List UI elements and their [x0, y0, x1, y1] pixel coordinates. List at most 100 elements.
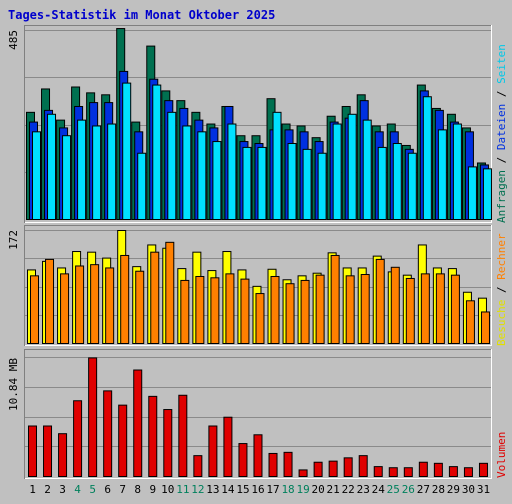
- day-label-15: 15: [236, 483, 249, 496]
- bar-seiten-day-16: [257, 146, 267, 220]
- day-label-19: 19: [296, 483, 309, 496]
- bar-volumen-day-12: [193, 455, 203, 477]
- legend-separator: /: [495, 84, 508, 104]
- bar-volumen-day-10: [163, 409, 173, 478]
- bar-seiten-day-7: [122, 82, 132, 220]
- bar-seiten-day-26: [407, 152, 417, 220]
- bar-seiten-day-2: [47, 113, 57, 220]
- legend-separator: /: [495, 150, 508, 170]
- bar-rechner-day-7: [120, 254, 130, 344]
- bar-rechner-day-26: [405, 277, 415, 344]
- bar-volumen-day-7: [118, 404, 128, 478]
- y-max-label: 172: [7, 230, 20, 250]
- bar-rechner-day-24: [375, 258, 385, 345]
- y-max-label: 10.84 MB: [7, 358, 20, 411]
- bar-volumen-day-22: [343, 457, 353, 478]
- bar-rechner-day-1: [30, 275, 39, 344]
- bar-seiten-day-30: [467, 166, 477, 220]
- day-label-16: 16: [251, 483, 264, 496]
- bar-volumen-day-16: [253, 434, 263, 477]
- bar-rechner-day-14: [225, 273, 235, 345]
- chart-title: Tages-Statistik im Monat Oktober 2025: [8, 8, 275, 22]
- day-label-2: 2: [44, 483, 51, 496]
- side-legend-volume: Volumen: [495, 432, 508, 478]
- bar-volumen-day-9: [148, 395, 158, 478]
- requests-panel: 485: [7, 25, 492, 223]
- day-label-24: 24: [372, 483, 386, 496]
- day-label-17: 17: [266, 483, 279, 496]
- day-label-6: 6: [104, 483, 111, 496]
- bar-seiten-day-4: [77, 119, 87, 220]
- bar-seiten-day-18: [287, 143, 297, 221]
- bar-seiten-day-21: [332, 123, 342, 220]
- bar-rechner-day-21: [330, 254, 340, 344]
- bar-rechner-day-22: [345, 275, 355, 344]
- day-label-4: 4: [74, 483, 81, 496]
- bar-volumen-day-17: [268, 452, 278, 478]
- bar-seiten-day-24: [377, 146, 387, 220]
- day-label-13: 13: [206, 483, 219, 496]
- bar-volumen-day-23: [358, 455, 368, 477]
- day-label-9: 9: [149, 483, 156, 496]
- day-label-3: 3: [59, 483, 66, 496]
- bar-rechner-day-2: [45, 258, 55, 345]
- bar-rechner-day-27: [420, 273, 430, 345]
- bar-volumen-day-27: [418, 461, 428, 478]
- day-label-10: 10: [161, 483, 174, 496]
- bar-volumen-day-20: [313, 461, 323, 478]
- bar-rechner-day-10: [165, 241, 175, 344]
- day-label-14: 14: [221, 483, 235, 496]
- bar-rechner-day-23: [360, 274, 370, 345]
- legend-item-rechner: Rechner: [495, 233, 508, 280]
- bar-volumen-day-1: [28, 425, 37, 477]
- bar-seiten-day-14: [227, 123, 237, 220]
- legend-separator: /: [495, 280, 508, 300]
- bar-seiten-day-22: [347, 113, 357, 220]
- bar-rechner-day-28: [435, 273, 445, 345]
- bar-seiten-day-5: [92, 125, 102, 220]
- bar-rechner-day-8: [135, 270, 145, 344]
- day-label-29: 29: [447, 483, 460, 496]
- bar-volumen-day-4: [73, 400, 83, 478]
- bar-seiten-day-27: [422, 96, 432, 220]
- bar-volumen-day-19: [298, 469, 308, 477]
- legend-item-dateien: Dateien: [495, 104, 508, 150]
- legend-item-volumen: Volumen: [495, 432, 508, 478]
- bar-seiten-day-23: [362, 119, 372, 220]
- day-label-8: 8: [134, 483, 141, 496]
- day-label-20: 20: [312, 483, 325, 496]
- bar-volumen-day-15: [238, 443, 248, 477]
- bar-seiten-day-10: [167, 111, 177, 220]
- bar-volumen-day-28: [433, 462, 443, 477]
- bar-volumen-day-26: [403, 467, 413, 477]
- day-label-26: 26: [402, 483, 415, 496]
- bar-rechner-day-19: [300, 279, 310, 345]
- day-label-27: 27: [417, 483, 430, 496]
- bar-volumen-day-25: [388, 467, 398, 477]
- bar-rechner-day-5: [90, 264, 100, 344]
- bar-volumen-day-24: [373, 466, 383, 478]
- bar-volumen-day-13: [208, 425, 218, 477]
- bar-rechner-day-11: [180, 279, 190, 345]
- day-label-28: 28: [432, 483, 445, 496]
- bar-rechner-day-6: [105, 267, 115, 344]
- bar-volumen-day-2: [43, 425, 53, 477]
- bar-volumen-day-31: [478, 462, 488, 477]
- bar-seiten-day-3: [62, 135, 72, 220]
- volume-panel: 10.84 MB: [7, 349, 492, 479]
- day-label-11: 11: [176, 483, 189, 496]
- day-label-31: 31: [477, 483, 490, 496]
- bar-seiten-day-25: [392, 143, 402, 221]
- bar-rechner-day-15: [240, 278, 250, 344]
- bar-rechner-day-25: [390, 266, 400, 345]
- side-legend-requests: Anfragen / Dateien / Seiten: [495, 44, 508, 223]
- day-label-23: 23: [357, 483, 370, 496]
- bar-seiten-day-19: [302, 148, 312, 220]
- bar-seiten-day-28: [437, 129, 447, 221]
- bar-seiten-day-1: [32, 131, 41, 220]
- bar-seiten-day-13: [212, 141, 222, 220]
- bar-volumen-day-8: [133, 369, 143, 478]
- bar-seiten-day-12: [197, 131, 207, 220]
